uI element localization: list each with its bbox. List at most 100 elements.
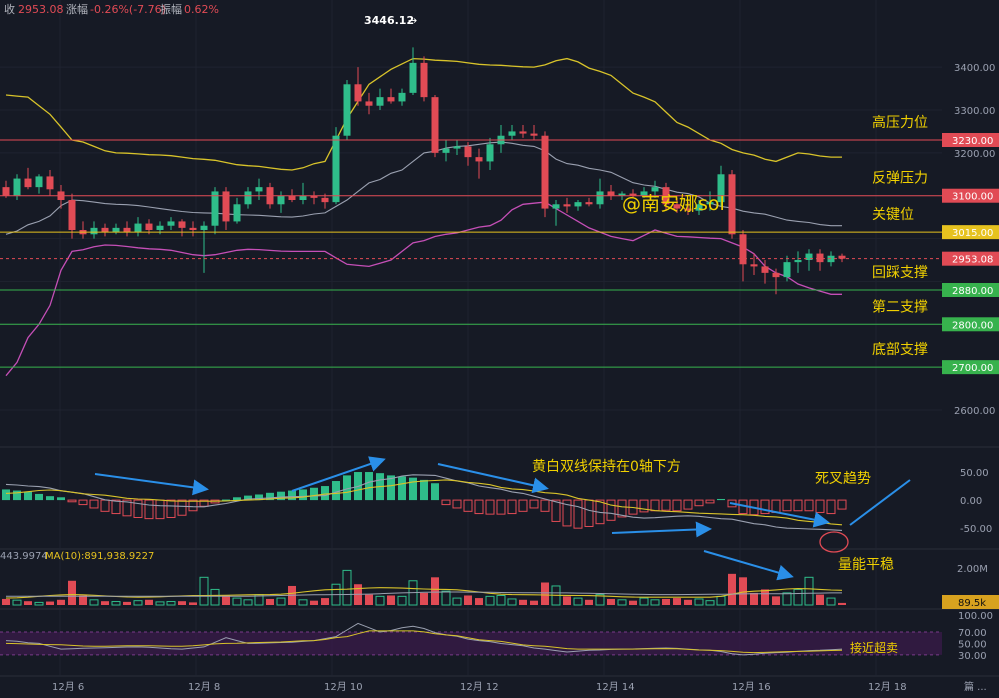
level-note: 第二支撑 xyxy=(872,298,928,315)
volume-bar-up xyxy=(441,590,451,606)
macd-bar-positive xyxy=(321,486,329,501)
rsi-annotation: 接近超卖 xyxy=(850,640,898,655)
trend-arrow xyxy=(437,463,549,494)
volume-bar-up xyxy=(133,600,143,606)
candle-up xyxy=(277,195,285,205)
date-tick-label: 12月 14 xyxy=(596,681,635,693)
last-price-badge-label: 2953.08 xyxy=(952,255,993,266)
candle-up xyxy=(409,62,417,93)
macd-bar-positive xyxy=(398,476,406,501)
candle-up xyxy=(112,227,120,233)
candle-down xyxy=(123,227,131,233)
macd-bar-positive xyxy=(299,489,307,501)
price-tick-label: 3200.00 xyxy=(954,149,995,160)
candle-down xyxy=(68,200,76,230)
volume-bar-down xyxy=(684,599,692,605)
candle-down xyxy=(519,131,527,134)
price-tick-label: 2600.00 xyxy=(954,406,995,417)
macd-bar-negative xyxy=(441,499,451,506)
volume-bar-up xyxy=(243,599,253,606)
candle-up xyxy=(90,227,98,235)
candle-up xyxy=(574,202,582,207)
date-tick-label: 12月 10 xyxy=(324,681,363,693)
level-badge xyxy=(942,360,999,375)
candle-up xyxy=(783,262,791,278)
volume-bar-down xyxy=(420,592,428,605)
volume-bar-up xyxy=(452,597,462,606)
volume-bar-down xyxy=(475,598,483,605)
candle-up xyxy=(596,191,604,205)
macd-panel xyxy=(2,472,847,531)
candle-down xyxy=(310,195,318,198)
candle-up xyxy=(233,204,241,222)
volume-badge-label: 89.5k xyxy=(958,598,986,609)
candle-down xyxy=(530,133,538,136)
volume-bar-up xyxy=(507,598,517,606)
volume-bar-down xyxy=(431,577,439,605)
macd-bar-negative xyxy=(518,499,528,512)
candle-down xyxy=(563,204,571,207)
macd-bar-positive xyxy=(13,490,21,501)
macd-bar-negative xyxy=(672,499,682,512)
candle-down xyxy=(420,62,428,98)
volume-bar-down xyxy=(46,601,54,605)
volume-bar-down xyxy=(607,598,615,605)
rsi-band xyxy=(0,632,942,655)
volume-bar-down xyxy=(189,602,197,605)
volume-bar-up xyxy=(166,601,176,606)
volume-bar-up xyxy=(298,599,308,606)
candle-down xyxy=(607,191,615,196)
volume-bar-down xyxy=(178,601,186,605)
macd-bar-negative xyxy=(606,499,616,521)
macd-bar-positive xyxy=(24,491,32,501)
macd-bar-positive xyxy=(420,479,428,501)
volume-bar-down xyxy=(541,582,549,605)
volume-ma-line-2 xyxy=(6,591,842,597)
candle-down xyxy=(464,146,472,158)
volume-bar-down xyxy=(387,595,395,605)
date-tick-label: 12月 6 xyxy=(52,681,84,693)
peak-label: 3446.12 xyxy=(364,14,414,27)
candle-up xyxy=(651,187,659,192)
candle-down xyxy=(629,193,637,196)
volume-bar-down xyxy=(563,596,571,605)
volume-bar-up xyxy=(639,597,649,606)
candle-up xyxy=(717,174,725,203)
price-tick-label: 3300.00 xyxy=(954,106,995,117)
candle-up xyxy=(640,191,648,196)
volume-bar-down xyxy=(838,602,846,605)
volume-bar-up xyxy=(595,594,605,606)
macd-bar-negative xyxy=(166,499,176,518)
header-amp-label: 振幅 xyxy=(160,2,182,16)
level-badge xyxy=(942,225,999,240)
lower-band-line xyxy=(5,201,842,377)
macd-bar-negative xyxy=(584,499,594,527)
candle-up xyxy=(299,195,307,200)
macd-bar-negative xyxy=(100,499,110,512)
macd-bar-negative xyxy=(89,499,99,509)
level-badge xyxy=(942,283,999,297)
volume-bar-down xyxy=(24,601,32,605)
candle-up xyxy=(211,191,219,226)
volume-bar-down xyxy=(772,596,780,605)
volume-tick-label: 2.00M xyxy=(957,564,988,575)
candle-down xyxy=(684,208,692,211)
macd-bar-negative xyxy=(177,499,187,516)
macd-bar-negative xyxy=(837,499,847,510)
volume-bar-down xyxy=(673,598,681,605)
candle-down xyxy=(24,178,32,188)
macd-bar-negative xyxy=(496,499,506,515)
volume-bar-down xyxy=(530,600,538,605)
candle-down xyxy=(431,97,439,153)
macd-bar-negative xyxy=(133,499,143,518)
macd-bar-negative xyxy=(826,499,836,515)
macd-bar-positive xyxy=(266,492,274,501)
candle-up xyxy=(486,144,494,162)
macd-bar-negative xyxy=(452,499,462,509)
macd-bar-negative xyxy=(78,499,88,506)
volume-bar-up xyxy=(573,597,583,606)
macd-bar-positive xyxy=(35,493,43,501)
volume-bar-down xyxy=(519,599,527,605)
axis-corner-label: 篇 ... xyxy=(964,680,987,693)
